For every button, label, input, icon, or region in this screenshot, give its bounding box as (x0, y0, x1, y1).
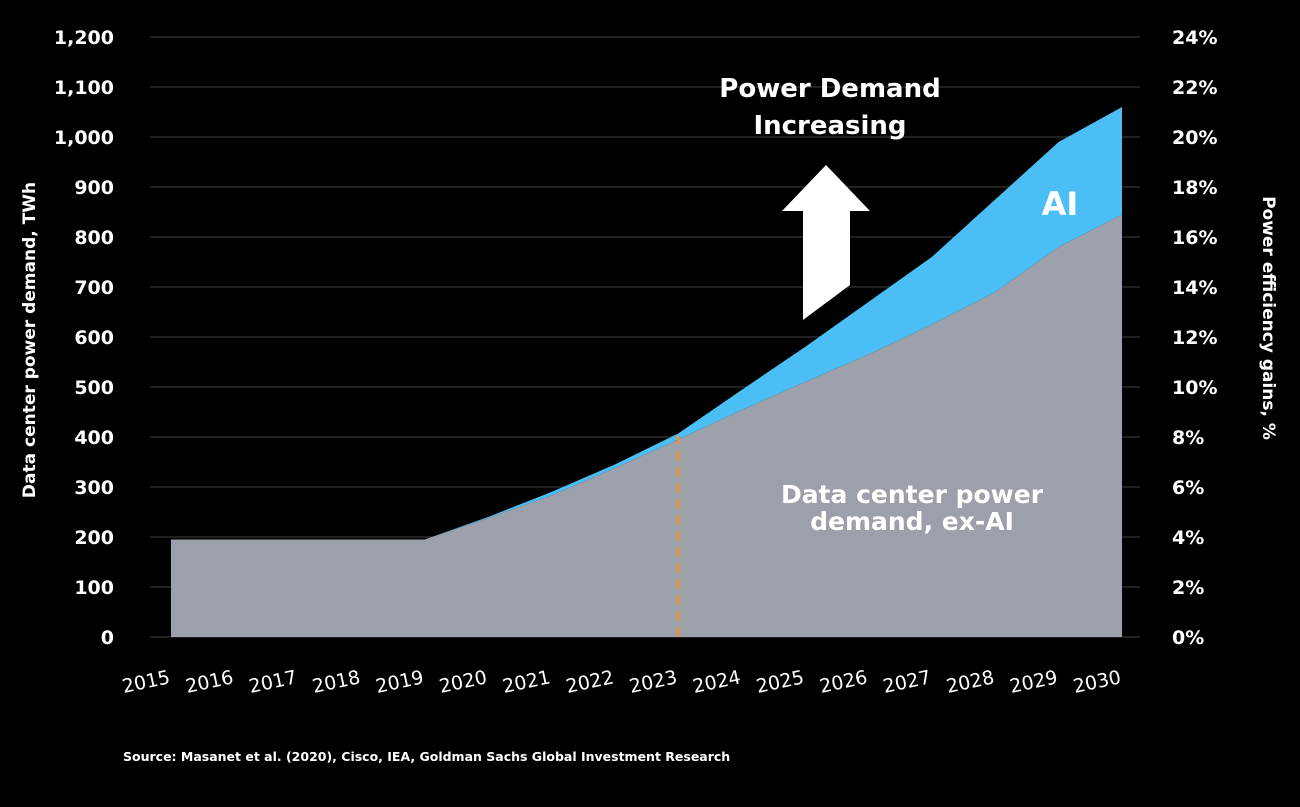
y-tick-label: 200 (74, 527, 114, 549)
y-tick-label: 1,200 (54, 27, 114, 49)
y2-axis-label: Power efficiency gains, % (1258, 196, 1278, 440)
source-note: Source: Masanet et al. (2020), Cisco, IE… (123, 749, 730, 764)
y-tick-label: 700 (74, 277, 114, 299)
y2-tick-label: 0% (1172, 627, 1204, 649)
y2-tick-label: 2% (1172, 577, 1204, 599)
y-tick-label: 1,000 (54, 127, 114, 149)
y-tick-label: 1,100 (54, 77, 114, 99)
y2-tick-label: 20% (1172, 127, 1217, 149)
y-tick-label: 300 (74, 477, 114, 499)
x-tick-label: 2029 (1008, 666, 1060, 698)
y-axis-label: Data center power demand, TWh (20, 182, 40, 498)
x-tick-label: 2022 (564, 666, 616, 698)
area-ex-ai (171, 214, 1122, 637)
x-tick-label: 2021 (501, 666, 553, 698)
y2-tick-label: 12% (1172, 327, 1217, 349)
y-tick-label: 900 (74, 177, 114, 199)
y-tick-label: 400 (74, 427, 114, 449)
y2-tick-label: 8% (1172, 427, 1204, 449)
x-tick-label: 2030 (1071, 666, 1123, 698)
y2-tick-label: 16% (1172, 227, 1217, 249)
y-tick-label: 0 (101, 627, 114, 649)
x-tick-label: 2026 (818, 666, 870, 698)
x-tick-label: 2017 (247, 666, 299, 698)
y-tick-label: 100 (74, 577, 114, 599)
area-ai (171, 107, 1122, 540)
ai-area-label: AI (1042, 185, 1079, 223)
x-tick-label: 2023 (627, 666, 679, 698)
up-arrow-icon (782, 165, 870, 320)
exai-area-label-1: Data center power (781, 480, 1044, 509)
y2-tick-label: 18% (1172, 177, 1217, 199)
y2-tick-label: 14% (1172, 277, 1217, 299)
y2-tick-label: 22% (1172, 77, 1217, 99)
annotation-line-1: Power Demand (719, 74, 940, 104)
x-tick-label: 2015 (120, 666, 172, 698)
x-tick-label: 2028 (944, 666, 996, 698)
y-tick-label: 800 (74, 227, 114, 249)
y-tick-label: 600 (74, 327, 114, 349)
y-tick-label: 500 (74, 377, 114, 399)
x-tick-label: 2027 (881, 666, 933, 698)
y2-tick-label: 6% (1172, 477, 1204, 499)
x-tick-label: 2025 (754, 666, 806, 698)
x-tick-label: 2018 (310, 666, 362, 698)
x-tick-label: 2020 (437, 666, 489, 698)
y2-tick-label: 10% (1172, 377, 1217, 399)
x-tick-label: 2024 (691, 666, 743, 698)
exai-area-label-2: demand, ex-AI (810, 507, 1014, 536)
y2-tick-label: 24% (1172, 27, 1217, 49)
x-tick-label: 2016 (184, 666, 236, 698)
y2-tick-label: 4% (1172, 527, 1204, 549)
x-tick-label: 2019 (374, 666, 426, 698)
annotation-line-2: Increasing (753, 111, 906, 141)
